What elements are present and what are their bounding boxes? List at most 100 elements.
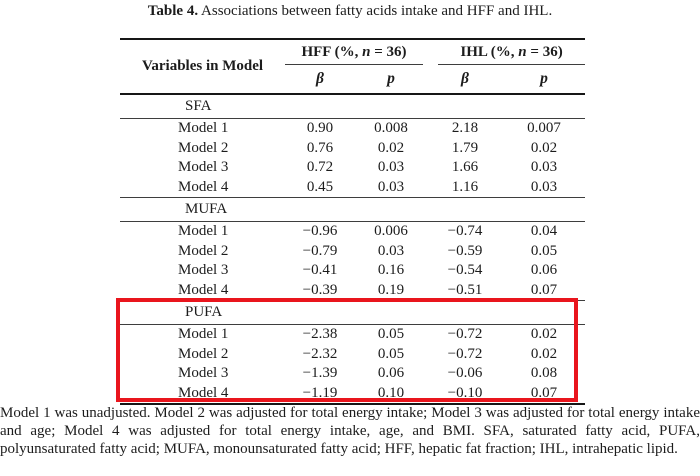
model-label: Model 3: [178, 262, 229, 278]
p-ihl-value: 0.05: [530, 242, 558, 259]
column-group-hff: HFF (%, n = 36): [285, 39, 427, 65]
beta-hff-value: −0.79: [302, 242, 338, 259]
p-ihl-value: 0.07: [530, 281, 558, 298]
table-row: Model 2 −0.79 0.03 −0.59 0.05: [120, 242, 585, 262]
p-hff-value: 0.06: [377, 365, 405, 381]
model-label: Model 4: [178, 281, 229, 298]
group-header-row: Variables in Model HFF (%, n = 36) IHL (…: [120, 39, 586, 95]
model-label: Model 2: [178, 345, 229, 362]
beta-ihl-value: −0.72: [447, 345, 483, 362]
model-label: Model 3: [178, 365, 229, 381]
table-row: Model 4 −0.39 0.19 −0.51 0.07: [120, 281, 585, 301]
table-row: Model 1 0.90 0.008 2.18 0.007: [120, 119, 585, 139]
p-hff-value: 0.05: [377, 326, 405, 342]
beta-hff-value: −0.39: [302, 281, 338, 298]
model-label: Model 1: [178, 120, 229, 136]
beta-ihl-value: −0.59: [447, 242, 483, 259]
beta-ihl-value: 2.18: [451, 120, 479, 136]
group-ihl-suffix: = 36): [526, 44, 563, 60]
table-row: Model 3 −1.39 0.06 −0.06 0.08: [120, 364, 585, 384]
beta-ihl-value: −0.54: [447, 262, 483, 278]
p-hff-value: 0.05: [377, 345, 405, 362]
column-group-ihl: IHL (%, n = 36): [427, 39, 586, 65]
table-caption-text: Associations between fatty acids intake …: [201, 3, 553, 19]
p-ihl-value: 0.06: [530, 262, 558, 278]
model-label: Model 2: [178, 242, 229, 259]
column-header-beta-hff: β: [285, 65, 355, 95]
sub-header-row: β p β p: [120, 65, 586, 95]
p-hff-value: 0.008: [374, 120, 408, 136]
p-ihl-value: 0.03: [530, 178, 558, 195]
p-ihl-value: 0.02: [530, 345, 558, 362]
table-row: Model 2 −2.32 0.05 −0.72 0.02: [120, 345, 585, 365]
table-footnote: Model 1 was unadjusted. Model 2 was adju…: [0, 405, 700, 458]
table-row: Model 1 −2.38 0.05 −0.72 0.02: [120, 325, 585, 345]
p-hff-value: 0.03: [377, 242, 405, 259]
table-row: Model 3 0.72 0.03 1.66 0.03: [120, 158, 585, 178]
model-label: Model 1: [178, 326, 229, 342]
group-hff-n: n: [362, 44, 371, 60]
beta-hff-value: 0.45: [306, 178, 334, 195]
p-ihl-value: 0.08: [530, 365, 558, 381]
associations-table: Variables in Model HFF (%, n = 36) IHL (…: [120, 38, 586, 405]
model-label: Model 3: [178, 159, 229, 175]
table-row: Model 1 −0.96 0.006 −0.74 0.04: [120, 222, 585, 242]
beta-ihl-value: 1.16: [451, 178, 479, 195]
p-hff-value: 0.03: [377, 159, 405, 175]
p-hff-value: 0.03: [377, 178, 405, 195]
section-row-mufa: MUFA: [120, 197, 586, 222]
table-row: Model 4 −1.19 0.10 −0.10 0.07: [120, 384, 585, 405]
column-header-p-ihl: p: [503, 65, 586, 95]
beta-ihl-value: −0.51: [447, 281, 483, 298]
beta-hff-value: −0.96: [302, 223, 338, 239]
beta-ihl-value: 1.79: [451, 139, 479, 156]
p-ihl-value: 0.03: [530, 159, 558, 175]
model-label: Model 2: [178, 139, 229, 156]
table-row: Model 4 0.45 0.03 1.16 0.03: [120, 178, 585, 198]
beta-hff-value: 0.76: [306, 139, 334, 156]
group-header-hff: HFF (%, n = 36): [285, 44, 424, 65]
p-hff-value: 0.16: [377, 262, 405, 278]
model-label: Model 4: [178, 178, 229, 195]
group-ihl-n: n: [518, 44, 527, 60]
beta-hff-value: −2.38: [302, 326, 338, 342]
group-ihl-text: IHL (%,: [460, 44, 519, 60]
section-label: SFA: [120, 93, 586, 119]
p-hff-value: 0.19: [377, 281, 405, 298]
beta-ihl-value: −0.06: [447, 365, 483, 381]
table-row: Model 3 −0.41 0.16 −0.54 0.06: [120, 261, 585, 281]
beta-ihl-value: −0.74: [447, 223, 483, 239]
column-header-p-hff: p: [355, 65, 428, 95]
column-header-beta-ihl: β: [427, 65, 504, 95]
p-ihl-value: 0.02: [530, 326, 558, 342]
beta-hff-value: −1.39: [302, 365, 338, 381]
model-label: Model 1: [178, 223, 229, 239]
column-header-variables: Variables in Model: [120, 39, 285, 95]
section-row-sfa: SFA: [120, 93, 586, 119]
section-label: PUFA: [120, 300, 586, 325]
beta-ihl-value: 1.66: [451, 159, 479, 175]
section-label: MUFA: [120, 197, 586, 222]
p-ihl-value: 0.07: [530, 384, 558, 401]
table-caption-label: Table 4.: [147, 3, 199, 19]
section-row-pufa: PUFA: [120, 300, 586, 325]
group-hff-suffix: = 36): [370, 44, 407, 60]
p-hff-value: 0.02: [377, 139, 405, 156]
beta-ihl-value: −0.72: [447, 326, 483, 342]
p-ihl-value: 0.007: [527, 120, 561, 136]
table-caption: Table 4. Associations between fatty acid…: [0, 3, 700, 20]
p-ihl-value: 0.02: [530, 139, 558, 156]
p-hff-value: 0.006: [374, 223, 408, 239]
beta-hff-value: 0.90: [306, 120, 334, 136]
group-hff-text: HFF (%,: [301, 44, 363, 60]
beta-hff-value: −2.32: [302, 345, 338, 362]
group-header-ihl: IHL (%, n = 36): [438, 44, 586, 65]
beta-ihl-value: −0.10: [447, 384, 483, 401]
p-ihl-value: 0.04: [530, 223, 558, 239]
p-hff-value: 0.10: [377, 384, 405, 401]
beta-hff-value: 0.72: [306, 159, 334, 175]
beta-hff-value: −0.41: [302, 262, 338, 278]
model-label: Model 4: [178, 384, 229, 401]
beta-hff-value: −1.19: [302, 384, 338, 401]
